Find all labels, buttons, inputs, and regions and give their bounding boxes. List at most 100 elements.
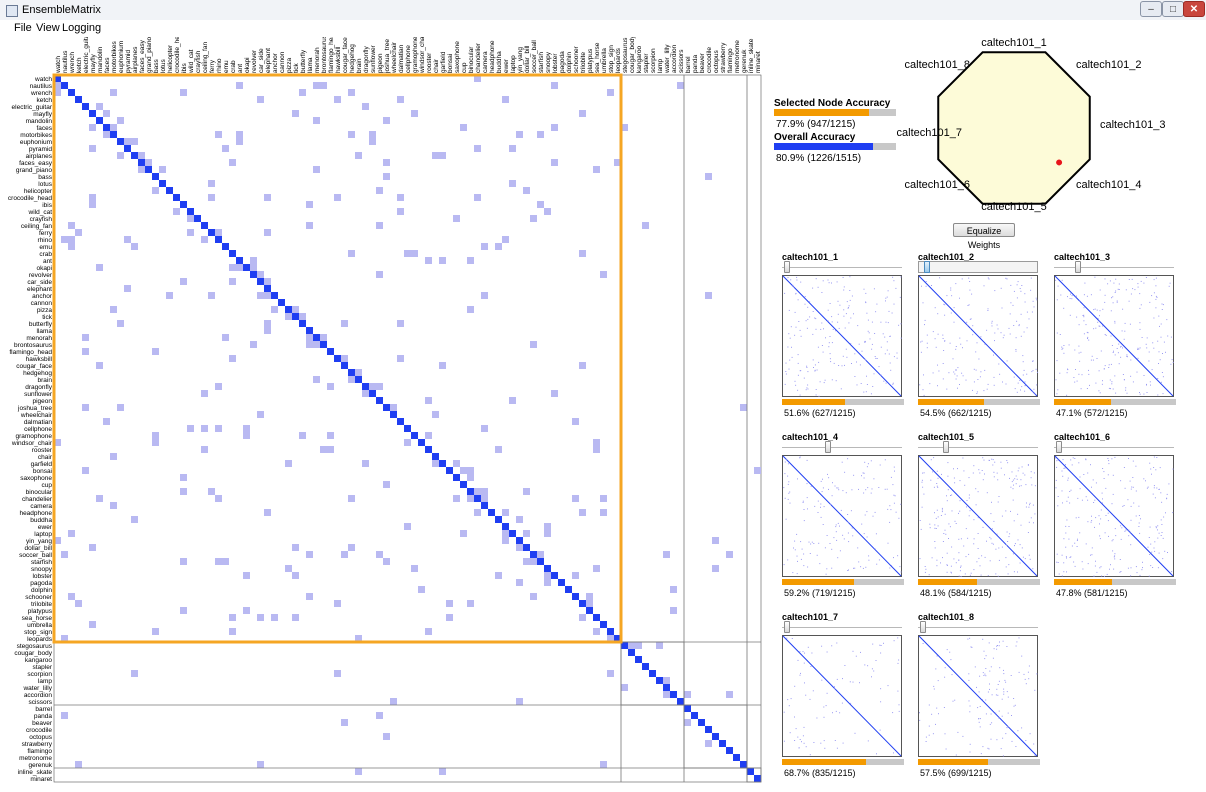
matrix-cell[interactable] [383,404,390,411]
row-label[interactable]: joshua_tree [17,405,52,412]
matrix-cell[interactable] [187,229,194,236]
matrix-cell[interactable] [516,537,523,544]
matrix-cell[interactable] [516,516,523,523]
matrix-cell[interactable] [411,432,418,439]
matrix-cell[interactable] [544,565,551,572]
matrix-cell[interactable] [600,761,607,768]
column-label[interactable]: gerenuk [741,49,748,73]
matrix-cell[interactable] [453,474,460,481]
matrix-cell[interactable] [558,579,565,586]
row-label[interactable]: kangaroo [25,657,52,664]
matrix-cell[interactable] [110,453,117,460]
matrix-cell[interactable] [229,264,236,271]
matrix-cell[interactable] [89,194,96,201]
matrix-cell[interactable] [54,89,61,96]
menu-file[interactable]: File [14,22,32,34]
column-label[interactable]: ketch [76,57,83,73]
row-label[interactable]: hedgehog [23,370,52,377]
row-label[interactable]: crayfish [30,216,53,223]
matrix-cell[interactable] [649,670,656,677]
column-label[interactable]: soccer_ball [531,40,538,73]
matrix-cell[interactable] [670,691,677,698]
matrix-cell[interactable] [418,586,425,593]
column-label[interactable]: chair [433,58,440,73]
model-panel-caltech101_8[interactable]: caltech101_8 57.5% (699/1215) [918,612,1040,792]
matrix-cell[interactable] [635,642,642,649]
matrix-cell[interactable] [383,558,390,565]
matrix-cell[interactable] [397,355,404,362]
matrix-cell[interactable] [201,390,208,397]
matrix-cell[interactable] [628,649,635,656]
matrix-cell[interactable] [306,327,313,334]
column-label[interactable]: car_side [258,48,265,73]
matrix-cell[interactable] [530,593,537,600]
matrix-cell[interactable] [103,418,110,425]
matrix-cell[interactable] [250,264,257,271]
matrix-cell[interactable] [110,131,117,138]
matrix-cell[interactable] [565,586,572,593]
matrix-cell[interactable] [271,614,278,621]
matrix-cell[interactable] [656,642,663,649]
matrix-cell[interactable] [264,194,271,201]
matrix-cell[interactable] [572,418,579,425]
matrix-cell[interactable] [376,383,383,390]
matrix-cell[interactable] [306,222,313,229]
matrix-cell[interactable] [131,243,138,250]
matrix-cell[interactable] [152,628,159,635]
column-label[interactable]: lotus [160,59,167,73]
matrix-cell[interactable] [600,621,607,628]
matrix-cell[interactable] [481,292,488,299]
matrix-cell[interactable] [243,607,250,614]
matrix-cell[interactable] [334,355,341,362]
matrix-cell[interactable] [54,75,61,82]
matrix-cell[interactable] [96,103,103,110]
matrix-cell[interactable] [54,439,61,446]
matrix-cell[interactable] [334,194,341,201]
matrix-cell[interactable] [607,89,614,96]
model-confusion-matrix[interactable] [782,635,902,757]
column-label[interactable]: pigeon [377,53,384,73]
matrix-cell[interactable] [159,166,166,173]
row-label[interactable]: rooster [32,447,53,454]
confusion-matrix-area[interactable]: watch nautilus wrench ketch electric_guitar m… [0,37,770,786]
row-label[interactable]: ant [43,258,52,265]
matrix-cell[interactable] [586,607,593,614]
matrix-cell[interactable] [446,614,453,621]
matrix-cell[interactable] [348,369,355,376]
row-label[interactable]: cougar_face [16,363,52,370]
column-label[interactable]: ferry [209,59,216,73]
matrix-cell[interactable] [131,138,138,145]
matrix-cell[interactable] [362,460,369,467]
row-label[interactable]: dolphin [31,587,52,594]
matrix-cell[interactable] [614,635,621,642]
matrix-cell[interactable] [593,166,600,173]
matrix-cell[interactable] [236,82,243,89]
row-label[interactable]: cellphone [24,426,52,433]
matrix-cell[interactable] [726,691,733,698]
row-label[interactable]: panda [34,713,52,720]
matrix-cell[interactable] [705,740,712,747]
row-label[interactable]: scorpion [27,671,52,678]
matrix-cell[interactable] [551,159,558,166]
matrix-cell[interactable] [250,341,257,348]
matrix-cell[interactable] [68,222,75,229]
matrix-cell[interactable] [628,642,635,649]
column-label[interactable]: grand_piano [146,37,153,73]
matrix-cell[interactable] [68,530,75,537]
matrix-cell[interactable] [467,257,474,264]
matrix-cell[interactable] [96,362,103,369]
matrix-cell[interactable] [509,530,516,537]
row-label[interactable]: okapi [36,265,52,272]
matrix-cell[interactable] [467,306,474,313]
row-label[interactable]: binocular [26,489,53,496]
row-label[interactable]: anchor [32,293,53,300]
matrix-cell[interactable] [215,558,222,565]
weight-slider-thumb[interactable] [1056,441,1063,453]
matrix-cell[interactable] [264,320,271,327]
matrix-cell[interactable] [397,208,404,215]
weight-slider-thumb[interactable] [825,441,832,453]
matrix-cell[interactable] [229,628,236,635]
matrix-cell[interactable] [222,334,229,341]
row-label[interactable]: water_lilly [22,685,52,692]
column-label[interactable]: laptop [510,55,517,73]
